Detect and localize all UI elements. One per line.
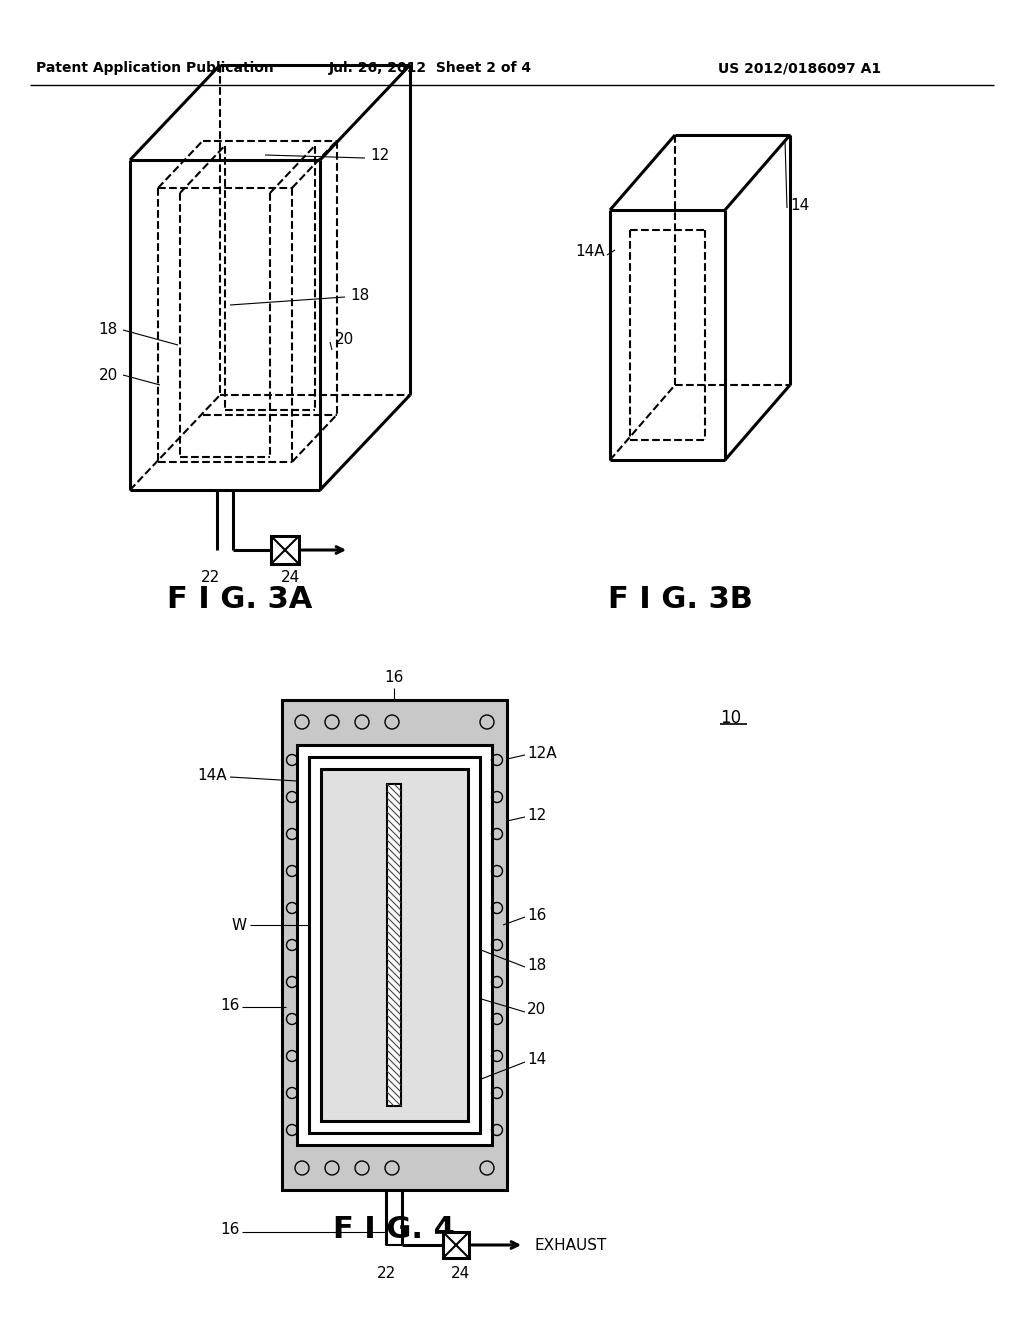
Text: 20: 20 — [98, 367, 118, 383]
Text: 18: 18 — [350, 288, 370, 302]
Text: 22: 22 — [377, 1266, 395, 1280]
Text: 20: 20 — [335, 333, 354, 347]
Bar — [443, 1232, 469, 1258]
Bar — [309, 756, 480, 1133]
Text: EXHAUST: EXHAUST — [534, 1238, 606, 1253]
Text: 18: 18 — [527, 957, 546, 973]
Bar — [321, 770, 468, 1121]
Text: 18: 18 — [98, 322, 118, 338]
Text: 12: 12 — [370, 148, 389, 162]
Text: F I G. 3A: F I G. 3A — [167, 586, 312, 615]
Text: F I G. 3B: F I G. 3B — [607, 586, 753, 615]
Text: 20: 20 — [527, 1002, 546, 1018]
Text: 12A: 12A — [527, 746, 557, 760]
Text: W: W — [231, 917, 247, 932]
Text: 14A: 14A — [575, 244, 605, 260]
Text: Jul. 26, 2012  Sheet 2 of 4: Jul. 26, 2012 Sheet 2 of 4 — [329, 61, 531, 75]
Text: US 2012/0186097 A1: US 2012/0186097 A1 — [719, 61, 882, 75]
Text: 14: 14 — [527, 1052, 546, 1068]
Text: 24: 24 — [452, 1266, 471, 1280]
Bar — [271, 536, 299, 564]
Text: 16: 16 — [220, 998, 240, 1012]
Text: 16: 16 — [384, 671, 403, 685]
Text: 14: 14 — [790, 198, 809, 213]
Text: 12: 12 — [527, 808, 546, 822]
Bar — [282, 700, 507, 1191]
Bar — [297, 744, 492, 1144]
Text: Patent Application Publication: Patent Application Publication — [36, 61, 273, 75]
Text: 16: 16 — [220, 1222, 240, 1238]
Text: 24: 24 — [281, 570, 300, 586]
Text: 22: 22 — [201, 570, 219, 586]
Text: 14A: 14A — [198, 767, 227, 783]
Bar — [387, 784, 401, 1106]
Text: 10: 10 — [720, 709, 741, 727]
Text: F I G. 4: F I G. 4 — [333, 1216, 455, 1245]
Text: 16: 16 — [527, 908, 547, 923]
